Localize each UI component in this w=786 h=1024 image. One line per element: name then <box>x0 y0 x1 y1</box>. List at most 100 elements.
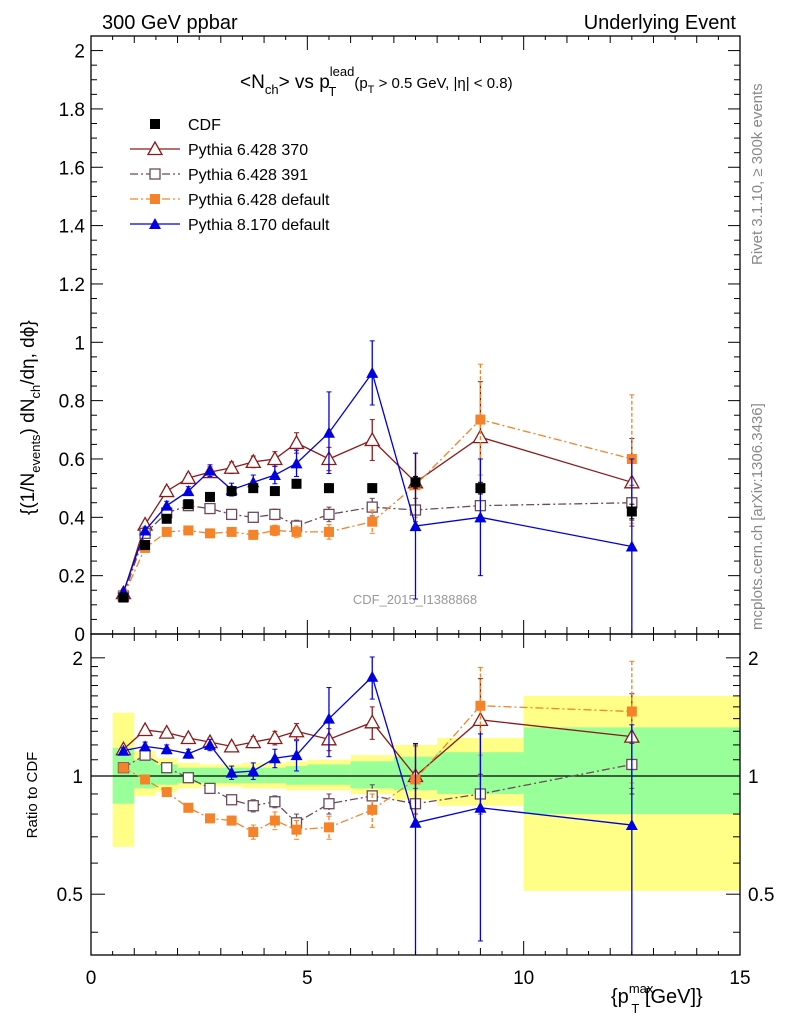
ratio-series-pythia-6-428-default <box>118 660 637 840</box>
ratio-point-pythia-6-428-default-9 <box>323 822 334 833</box>
ratio-point-pythia-6-428-default-1 <box>140 774 151 785</box>
title-cond: (p <box>354 75 367 92</box>
main-ytick-label-7: 1.4 <box>59 217 86 238</box>
title-lhs: <N <box>240 72 265 93</box>
main-point-cdf-1 <box>140 540 151 551</box>
ratio-point-pythia-8-170-default-5 <box>225 766 238 778</box>
ratio-point-pythia-8-170-default-11 <box>409 816 422 828</box>
ratio-point-pythia-8-170-default-9 <box>322 712 335 724</box>
legend-item-pythia-6-428-370: Pythia 6.428 370 <box>130 140 308 159</box>
legend-label-pythia-8-170-default: Pythia 8.170 default <box>188 217 330 234</box>
main-point-pythia-6-428-default-4 <box>204 528 215 539</box>
ratio-point-pythia-6-428-370-3 <box>180 729 197 745</box>
legend-marker-pythia-6-428-370 <box>146 140 164 156</box>
ratio-plot <box>91 656 740 956</box>
ratio-point-pythia-6-428-370-10 <box>364 714 381 729</box>
main-point-pythia-6-428-370-10 <box>364 431 381 447</box>
xlabel: {pmax T [GeV]} <box>611 981 703 1016</box>
ratio-series-pythia-8-170-default <box>117 656 638 956</box>
main-point-pythia-6-428-370-6 <box>245 453 262 469</box>
ratio-point-pythia-6-428-370-5 <box>223 738 240 753</box>
ratio-point-pythia-6-428-391-1 <box>139 749 151 761</box>
legend-label-pythia-6-428-391: Pythia 6.428 391 <box>188 167 308 184</box>
main-point-pythia-6-428-370-3 <box>180 469 197 485</box>
main-point-pythia-6-428-391-9 <box>323 508 335 521</box>
ratio-point-pythia-6-428-391-4 <box>204 782 216 795</box>
main-point-pythia-6-428-default-3 <box>183 525 194 536</box>
ratio-ytick-label-right-1: 1 <box>748 767 759 788</box>
ratio-point-pythia-8-170-default-2 <box>160 743 173 755</box>
title-sub-ch: ch <box>265 82 279 97</box>
band-inner-4 <box>199 767 221 783</box>
legend-marker-pythia-6-428-default <box>150 194 160 204</box>
main-point-pythia-8-170-default-11 <box>409 520 422 532</box>
main-point-pythia-6-428-370-8 <box>288 434 305 450</box>
ratio-point-pythia-6-428-default-5 <box>226 815 237 826</box>
main-point-cdf-11 <box>410 477 421 488</box>
ratio-point-pythia-8-170-default-13 <box>625 819 638 831</box>
ylabel-sub-events: events <box>28 434 43 473</box>
main-point-cdf-3 <box>183 499 194 510</box>
frames: 0 0.2 0.4 0.6 0.8 1 1.2 1.4 1.6 1.8 2 0 5 10 15 0.5 0.5 1… <box>57 35 774 989</box>
main-point-pythia-6-428-default-10 <box>367 516 378 527</box>
ratio-point-pythia-6-428-391-9 <box>323 798 335 810</box>
main-point-pythia-6-428-default-9 <box>323 526 334 537</box>
title-cond-rest: > 0.5 GeV, |η| < 0.8) <box>374 75 512 92</box>
main-point-pythia-8-170-default-10 <box>366 366 379 378</box>
ratio-point-pythia-8-170-default-7 <box>268 752 281 764</box>
ratio-point-pythia-6-428-default-4 <box>204 813 215 824</box>
ratio-point-pythia-6-428-370-2 <box>158 724 175 739</box>
main-point-pythia-6-428-391-5 <box>225 508 238 521</box>
legend-item-pythia-6-428-default: Pythia 6.428 default <box>130 192 330 209</box>
main-point-pythia-6-428-391-7 <box>269 508 281 521</box>
ylabel-part-a: {(1/N <box>18 473 39 515</box>
band-inner-10 <box>350 761 394 789</box>
main-point-pythia-8-170-default-12 <box>474 511 487 523</box>
main-point-cdf-5 <box>226 486 237 497</box>
main-point-pythia-6-428-default-6 <box>248 529 259 540</box>
xlabel-sub-T: T <box>631 1001 639 1016</box>
ylabel-sub-ch: ch <box>28 385 43 399</box>
ratio-point-pythia-8-170-default-0 <box>117 744 130 756</box>
band-inner-1 <box>134 759 156 789</box>
band-inner-9 <box>307 764 351 785</box>
main-series-pythia-6-428-391 <box>117 484 638 602</box>
main-ytick-label-8: 1.6 <box>59 158 85 179</box>
ratio-point-pythia-6-428-default-12 <box>475 700 486 711</box>
ratio-ytick-label-right-2: 2 <box>748 649 759 670</box>
ylabel-part-c: /dη, dϕ} <box>18 320 39 385</box>
main-point-cdf-4 <box>204 491 215 502</box>
ratio-point-pythia-6-428-370-6 <box>245 733 262 749</box>
main-point-pythia-6-428-391-6 <box>247 511 259 523</box>
main-ytick-label-10: 2 <box>74 42 85 63</box>
ratio-point-pythia-6-428-391-3 <box>182 772 195 784</box>
ratio-point-pythia-6-428-370-7 <box>266 729 283 745</box>
header-right: Underlying Event <box>584 12 737 34</box>
main-point-cdf-10 <box>367 483 378 494</box>
title-mid: > vs p <box>279 72 330 93</box>
ylabel-part-b: ) dN <box>18 399 39 435</box>
main-point-pythia-8-170-default-9 <box>322 426 335 438</box>
main-point-cdf-7 <box>269 486 280 497</box>
main-ylabel: {(1/Nevents) dNch/dη, dϕ} <box>18 320 43 515</box>
watermark: CDF_2015_I1388868 <box>353 592 477 607</box>
header-left: 300 GeV ppbar <box>102 12 238 34</box>
ratio-point-pythia-6-428-default-6 <box>248 827 259 838</box>
main-point-pythia-6-428-default-8 <box>291 526 302 537</box>
main-ytick-label-0: 0 <box>74 625 85 646</box>
main-point-cdf-9 <box>323 483 334 494</box>
main-series-cdf <box>118 475 637 603</box>
ratio-xtick-label-2: 10 <box>513 968 534 989</box>
main-ytick-label-4: 0.8 <box>59 392 85 413</box>
ratio-point-pythia-6-428-370-8 <box>288 722 305 738</box>
ratio-point-pythia-6-428-default-0 <box>118 762 129 773</box>
ratio-point-pythia-6-428-default-3 <box>183 802 194 813</box>
main-point-pythia-6-428-default-7 <box>269 525 280 536</box>
main-series-pythia-6-428-370 <box>115 381 640 600</box>
legend-label-pythia-6-428-default: Pythia 6.428 default <box>188 192 330 209</box>
legend-marker-cdf <box>150 119 160 129</box>
ratio-xtick-label-3: 15 <box>729 968 750 989</box>
main-point-cdf-2 <box>161 513 172 524</box>
legend-item-cdf: CDF <box>150 117 221 134</box>
